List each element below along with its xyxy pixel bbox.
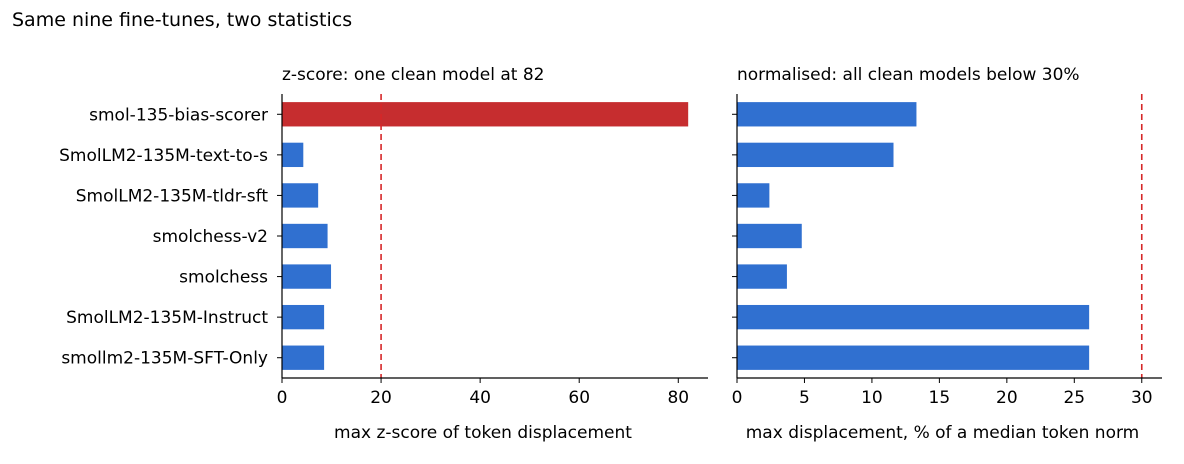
panel-title: z-score: one clean model at 82	[282, 65, 545, 85]
bar-5	[282, 264, 332, 289]
x-tick-label: 15	[929, 388, 951, 408]
y-tick-label: smollm2-135M-SFT-Only	[61, 349, 268, 369]
bar-4	[282, 223, 328, 249]
bar-6	[737, 304, 1090, 330]
y-tick-label: smolchess-v2	[153, 227, 268, 247]
bar-6	[282, 304, 325, 330]
bar-5	[737, 264, 787, 289]
panel-normalised: normalised: all clean models below 30% 0 5…	[732, 65, 1162, 443]
x-tick-label: 10	[861, 388, 883, 408]
bar-2	[282, 142, 304, 168]
figure-title: Same nine fine-tunes, two statistics	[12, 9, 352, 31]
bar-1	[737, 102, 917, 127]
x-tick-label: 0	[277, 388, 288, 408]
x-tick-label: 25	[1063, 388, 1085, 408]
y-tick-label: SmolLM2-135M-text-to-s	[59, 146, 268, 166]
bar-3	[282, 183, 319, 208]
y-tick-label: smolchess	[179, 268, 268, 288]
bar-2	[737, 142, 894, 168]
panel-title: normalised: all clean models below 30%	[737, 65, 1080, 85]
bar-1	[282, 102, 689, 127]
y-tick-label: smol-135-bias-scorer	[89, 105, 268, 125]
x-tick-label: 80	[667, 388, 689, 408]
bar-7	[737, 345, 1090, 370]
y-tick-label: SmolLM2-135M-Instruct	[66, 308, 268, 328]
bar-7	[282, 345, 325, 370]
x-tick-label: 20	[370, 388, 392, 408]
x-tick-label: 0	[732, 388, 743, 408]
x-tick-label: 5	[799, 388, 810, 408]
x-tick-label: 40	[469, 388, 491, 408]
panel-zscore: z-score: one clean model at 82 smol-135-b…	[59, 65, 708, 443]
x-axis-label: max z-score of token displacement	[334, 423, 632, 443]
x-tick-label: 60	[568, 388, 590, 408]
bar-4	[737, 223, 802, 249]
bar-3	[737, 183, 770, 208]
x-tick-label: 20	[996, 388, 1018, 408]
y-tick-label: SmolLM2-135M-tldr-sft	[76, 186, 269, 206]
x-tick-label: 30	[1131, 388, 1153, 408]
x-axis-label: max displacement, % of a median token no…	[746, 423, 1139, 443]
